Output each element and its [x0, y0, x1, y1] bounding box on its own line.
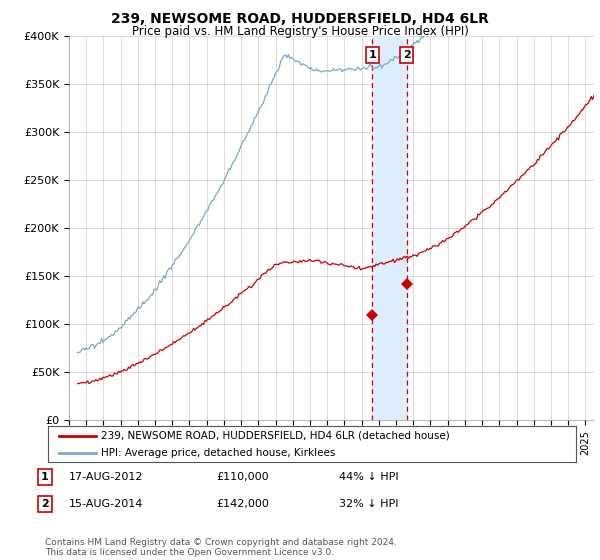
Text: 239, NEWSOME ROAD, HUDDERSFIELD, HD4 6LR (detached house): 239, NEWSOME ROAD, HUDDERSFIELD, HD4 6LR… — [101, 431, 449, 441]
Text: 15-AUG-2014: 15-AUG-2014 — [69, 499, 143, 509]
Bar — [372, 36, 407, 420]
Text: HPI: Average price, detached house, Kirklees: HPI: Average price, detached house, Kirk… — [101, 448, 335, 458]
Text: 239, NEWSOME ROAD, HUDDERSFIELD, HD4 6LR: 239, NEWSOME ROAD, HUDDERSFIELD, HD4 6LR — [111, 12, 489, 26]
Text: 32% ↓ HPI: 32% ↓ HPI — [339, 499, 398, 509]
Text: 44% ↓ HPI: 44% ↓ HPI — [339, 472, 398, 482]
Text: 2: 2 — [41, 499, 49, 509]
Text: 17-AUG-2012: 17-AUG-2012 — [69, 472, 143, 482]
Text: 2: 2 — [403, 50, 410, 60]
Text: Contains HM Land Registry data © Crown copyright and database right 2024.
This d: Contains HM Land Registry data © Crown c… — [45, 538, 397, 557]
Text: 1: 1 — [368, 50, 376, 60]
Text: £142,000: £142,000 — [216, 499, 269, 509]
Text: £110,000: £110,000 — [216, 472, 269, 482]
Text: Price paid vs. HM Land Registry's House Price Index (HPI): Price paid vs. HM Land Registry's House … — [131, 25, 469, 38]
Text: 1: 1 — [41, 472, 49, 482]
